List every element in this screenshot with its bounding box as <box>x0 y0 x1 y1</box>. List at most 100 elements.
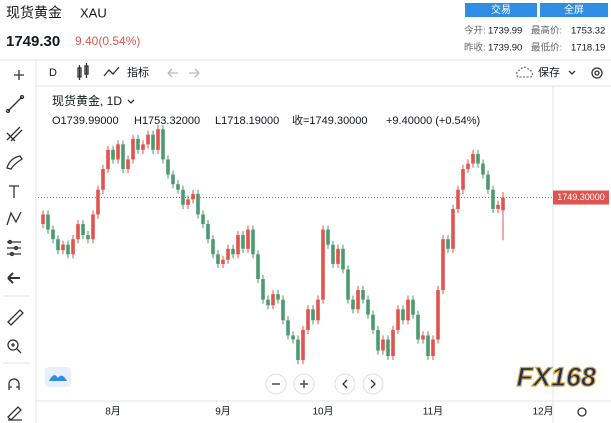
x-tick-label: 8月 <box>105 406 121 418</box>
price-label-box <box>553 190 609 205</box>
candle-body <box>201 214 205 225</box>
candle-body <box>171 174 175 185</box>
stat-value: 1718.19 <box>571 43 605 54</box>
redo-button[interactable] <box>189 68 200 78</box>
candle-body <box>221 259 225 264</box>
interval-button[interactable]: D <box>49 67 57 79</box>
candle-body <box>346 269 350 300</box>
candle-body <box>311 309 315 321</box>
candle-body <box>141 144 145 150</box>
candle-body <box>261 279 265 300</box>
legend-open: O1739.99000 <box>52 115 119 127</box>
indicator-button[interactable]: 指标 <box>127 65 149 79</box>
candle-body <box>491 189 495 209</box>
candle-body <box>96 189 100 215</box>
candle-body <box>446 239 450 249</box>
candle-body <box>66 244 70 255</box>
legend-low: L1718.19000 <box>215 115 279 127</box>
candle-body <box>391 329 395 357</box>
fullscreen-button[interactable] <box>540 3 608 17</box>
watermark: FX168 <box>516 362 596 392</box>
legend-change: +9.40000 (+0.54%) <box>386 115 480 127</box>
legend-close: 收=1749.30000 <box>292 113 368 127</box>
candle-body <box>146 134 150 145</box>
candle-body <box>471 153 475 164</box>
chart-logo-button[interactable] <box>45 367 71 387</box>
candle-body <box>271 294 275 306</box>
candle-body <box>456 189 460 209</box>
candle-body <box>296 339 300 361</box>
candle-body <box>116 144 120 160</box>
candle-body <box>131 138 135 160</box>
candle-body <box>451 208 455 249</box>
candle-body <box>476 153 480 164</box>
candle-body <box>196 193 200 215</box>
x-tick-label: 12月 <box>532 406 553 418</box>
last-price: 1749.30 <box>6 33 60 50</box>
candle-body <box>351 299 355 310</box>
candle-body <box>341 248 345 270</box>
candle-body <box>276 294 280 300</box>
candle-body <box>356 290 360 310</box>
stat-value: 1753.32 <box>571 26 605 37</box>
candle-body <box>241 235 245 249</box>
legend-high: H1753.32000 <box>134 115 200 127</box>
undo-button[interactable] <box>167 68 178 78</box>
candle-body <box>46 214 50 230</box>
stat-label: 最高价: <box>531 25 562 37</box>
candle-body <box>101 169 105 190</box>
candle-body <box>81 224 85 236</box>
interval-menu[interactable] <box>127 99 135 104</box>
stat-value: 1739.99 <box>488 26 522 37</box>
cloud-icon[interactable] <box>515 66 534 78</box>
candle-body <box>401 309 405 321</box>
candle-body <box>306 309 310 330</box>
candle-type-button[interactable] <box>77 63 89 80</box>
candle-body <box>321 229 325 300</box>
instrument-title: 现货黄金 <box>6 5 62 21</box>
indicator-icon[interactable] <box>103 66 120 77</box>
candle-body <box>426 335 430 357</box>
zoom-controls[interactable] <box>265 373 384 395</box>
stat-label: 最低价: <box>531 42 562 54</box>
trade-button[interactable] <box>465 3 537 17</box>
candle-body <box>211 239 215 255</box>
candle-body <box>386 339 390 357</box>
settings-button[interactable] <box>591 67 603 79</box>
candle-body <box>326 229 330 245</box>
candle-body <box>206 224 210 240</box>
candle-body <box>461 169 465 190</box>
candle-body <box>41 214 45 225</box>
candle-body <box>481 163 485 175</box>
trade-button-label[interactable]: 交易 <box>491 3 511 16</box>
candle-body <box>331 244 335 264</box>
stat-value: 1739.90 <box>488 43 522 54</box>
candle-body <box>496 204 500 209</box>
candle-body <box>156 129 160 150</box>
candle-body <box>91 214 95 240</box>
candle-body <box>191 193 195 200</box>
candle-body <box>421 335 425 340</box>
settings-button <box>594 70 600 76</box>
candle-body <box>176 184 180 190</box>
candle-body <box>316 299 320 321</box>
candle-body <box>226 248 230 260</box>
x-tick-label: 11月 <box>423 406 443 418</box>
save-button[interactable]: 保存 <box>538 65 560 79</box>
candle-body <box>396 309 400 330</box>
x-tick-label: 9月 <box>215 406 231 418</box>
candle-body <box>216 254 220 264</box>
candle-body <box>86 235 90 240</box>
axis-settings[interactable] <box>577 407 587 417</box>
candle-body <box>281 299 285 321</box>
candle-body <box>166 159 170 175</box>
candle-body <box>231 248 235 255</box>
candle-body <box>126 159 130 170</box>
candle-body <box>61 244 65 251</box>
candle-body <box>441 239 445 291</box>
drawing-tools[interactable] <box>5 70 25 421</box>
candle-body <box>186 199 190 205</box>
fullscreen-button-label[interactable]: 全屏 <box>564 3 584 16</box>
save-menu[interactable] <box>568 70 576 75</box>
